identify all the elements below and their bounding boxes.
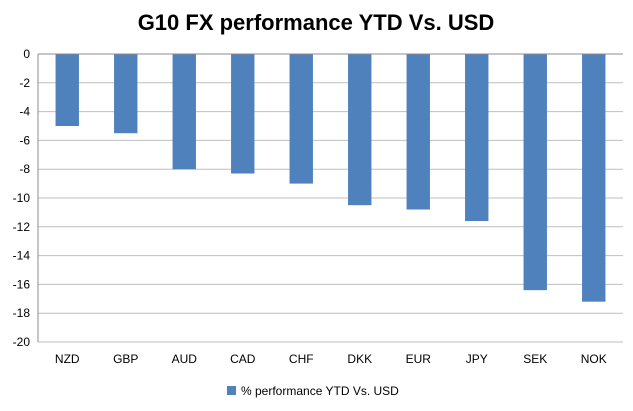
x-category-label: NOK [581,352,607,366]
x-category-label: EUR [406,352,432,366]
y-tick-label: -4 [19,105,30,119]
bars [55,54,606,302]
bar-dkk [348,54,372,206]
x-category-labels: NZD GBP AUD CAD CHF DKK EUR JPY SEK NOK [55,352,607,366]
y-tick-label: -10 [13,191,31,205]
legend-swatch [227,386,236,395]
bar-eur [406,54,430,210]
y-tick-label: -2 [19,76,30,90]
bar-gbp [114,54,138,134]
y-tick-labels: 0 -2 -4 -6 -8 -10 -12 -14 -16 -18 -20 [13,47,31,349]
legend-label: % performance YTD Vs. USD [241,384,399,398]
x-category-label: DKK [347,352,372,366]
bar-nok [582,54,606,302]
y-tick-label: -20 [13,335,31,349]
y-tick-label: 0 [23,47,30,61]
x-category-label: GBP [113,352,138,366]
x-category-label: SEK [523,352,547,366]
bar-sek [523,54,547,291]
y-tick-label: -6 [19,133,30,147]
bar-cad [231,54,255,174]
y-tick-label: -8 [19,162,30,176]
legend: % performance YTD Vs. USD [227,384,399,398]
x-category-label: JPY [466,352,488,366]
bar-aud [172,54,196,170]
x-category-label: CHF [289,352,314,366]
y-tick-label: -12 [13,220,31,234]
bar-nzd [55,54,79,126]
y-tick-label: -16 [13,277,31,291]
bar-chf [289,54,313,184]
chart-title: G10 FX performance YTD Vs. USD [138,10,495,35]
x-category-label: CAD [230,352,256,366]
x-category-label: NZD [55,352,80,366]
bar-jpy [465,54,489,222]
y-tick-label: -14 [13,249,31,263]
axes [37,53,623,342]
y-tick-label: -18 [13,306,31,320]
x-category-label: AUD [172,352,198,366]
